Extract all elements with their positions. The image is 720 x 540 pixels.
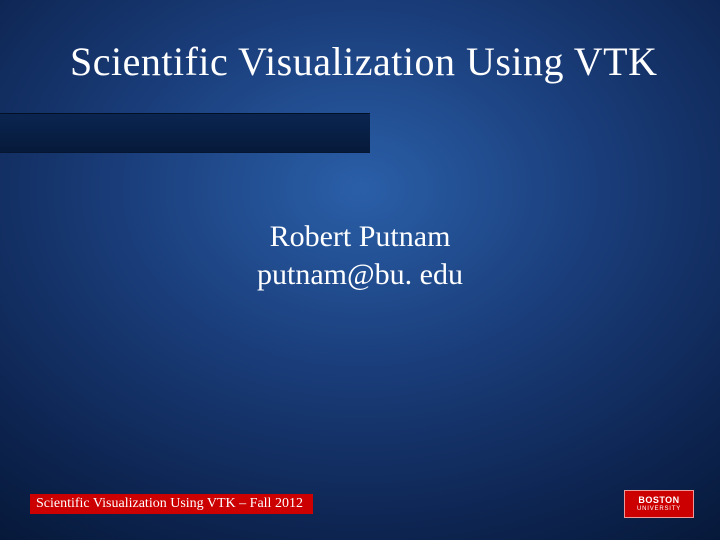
footer-text: Scientific Visualization Using VTK – Fal… [36, 496, 303, 512]
logo-text-top: BOSTON [638, 496, 679, 505]
author-name: Robert Putnam [0, 218, 720, 256]
author-email: putnam@bu. edu [0, 256, 720, 294]
university-logo: BOSTON UNIVERSITY [624, 490, 694, 518]
slide-title: Scientific Visualization Using VTK [70, 38, 680, 85]
title-underline-bar [0, 113, 370, 153]
body-text: Robert Putnam putnam@bu. edu [0, 218, 720, 293]
logo-text-bottom: UNIVERSITY [637, 506, 681, 512]
footer-bar: Scientific Visualization Using VTK – Fal… [30, 494, 313, 514]
presentation-slide: Scientific Visualization Using VTK Rober… [0, 0, 720, 540]
title-region: Scientific Visualization Using VTK [70, 38, 680, 85]
